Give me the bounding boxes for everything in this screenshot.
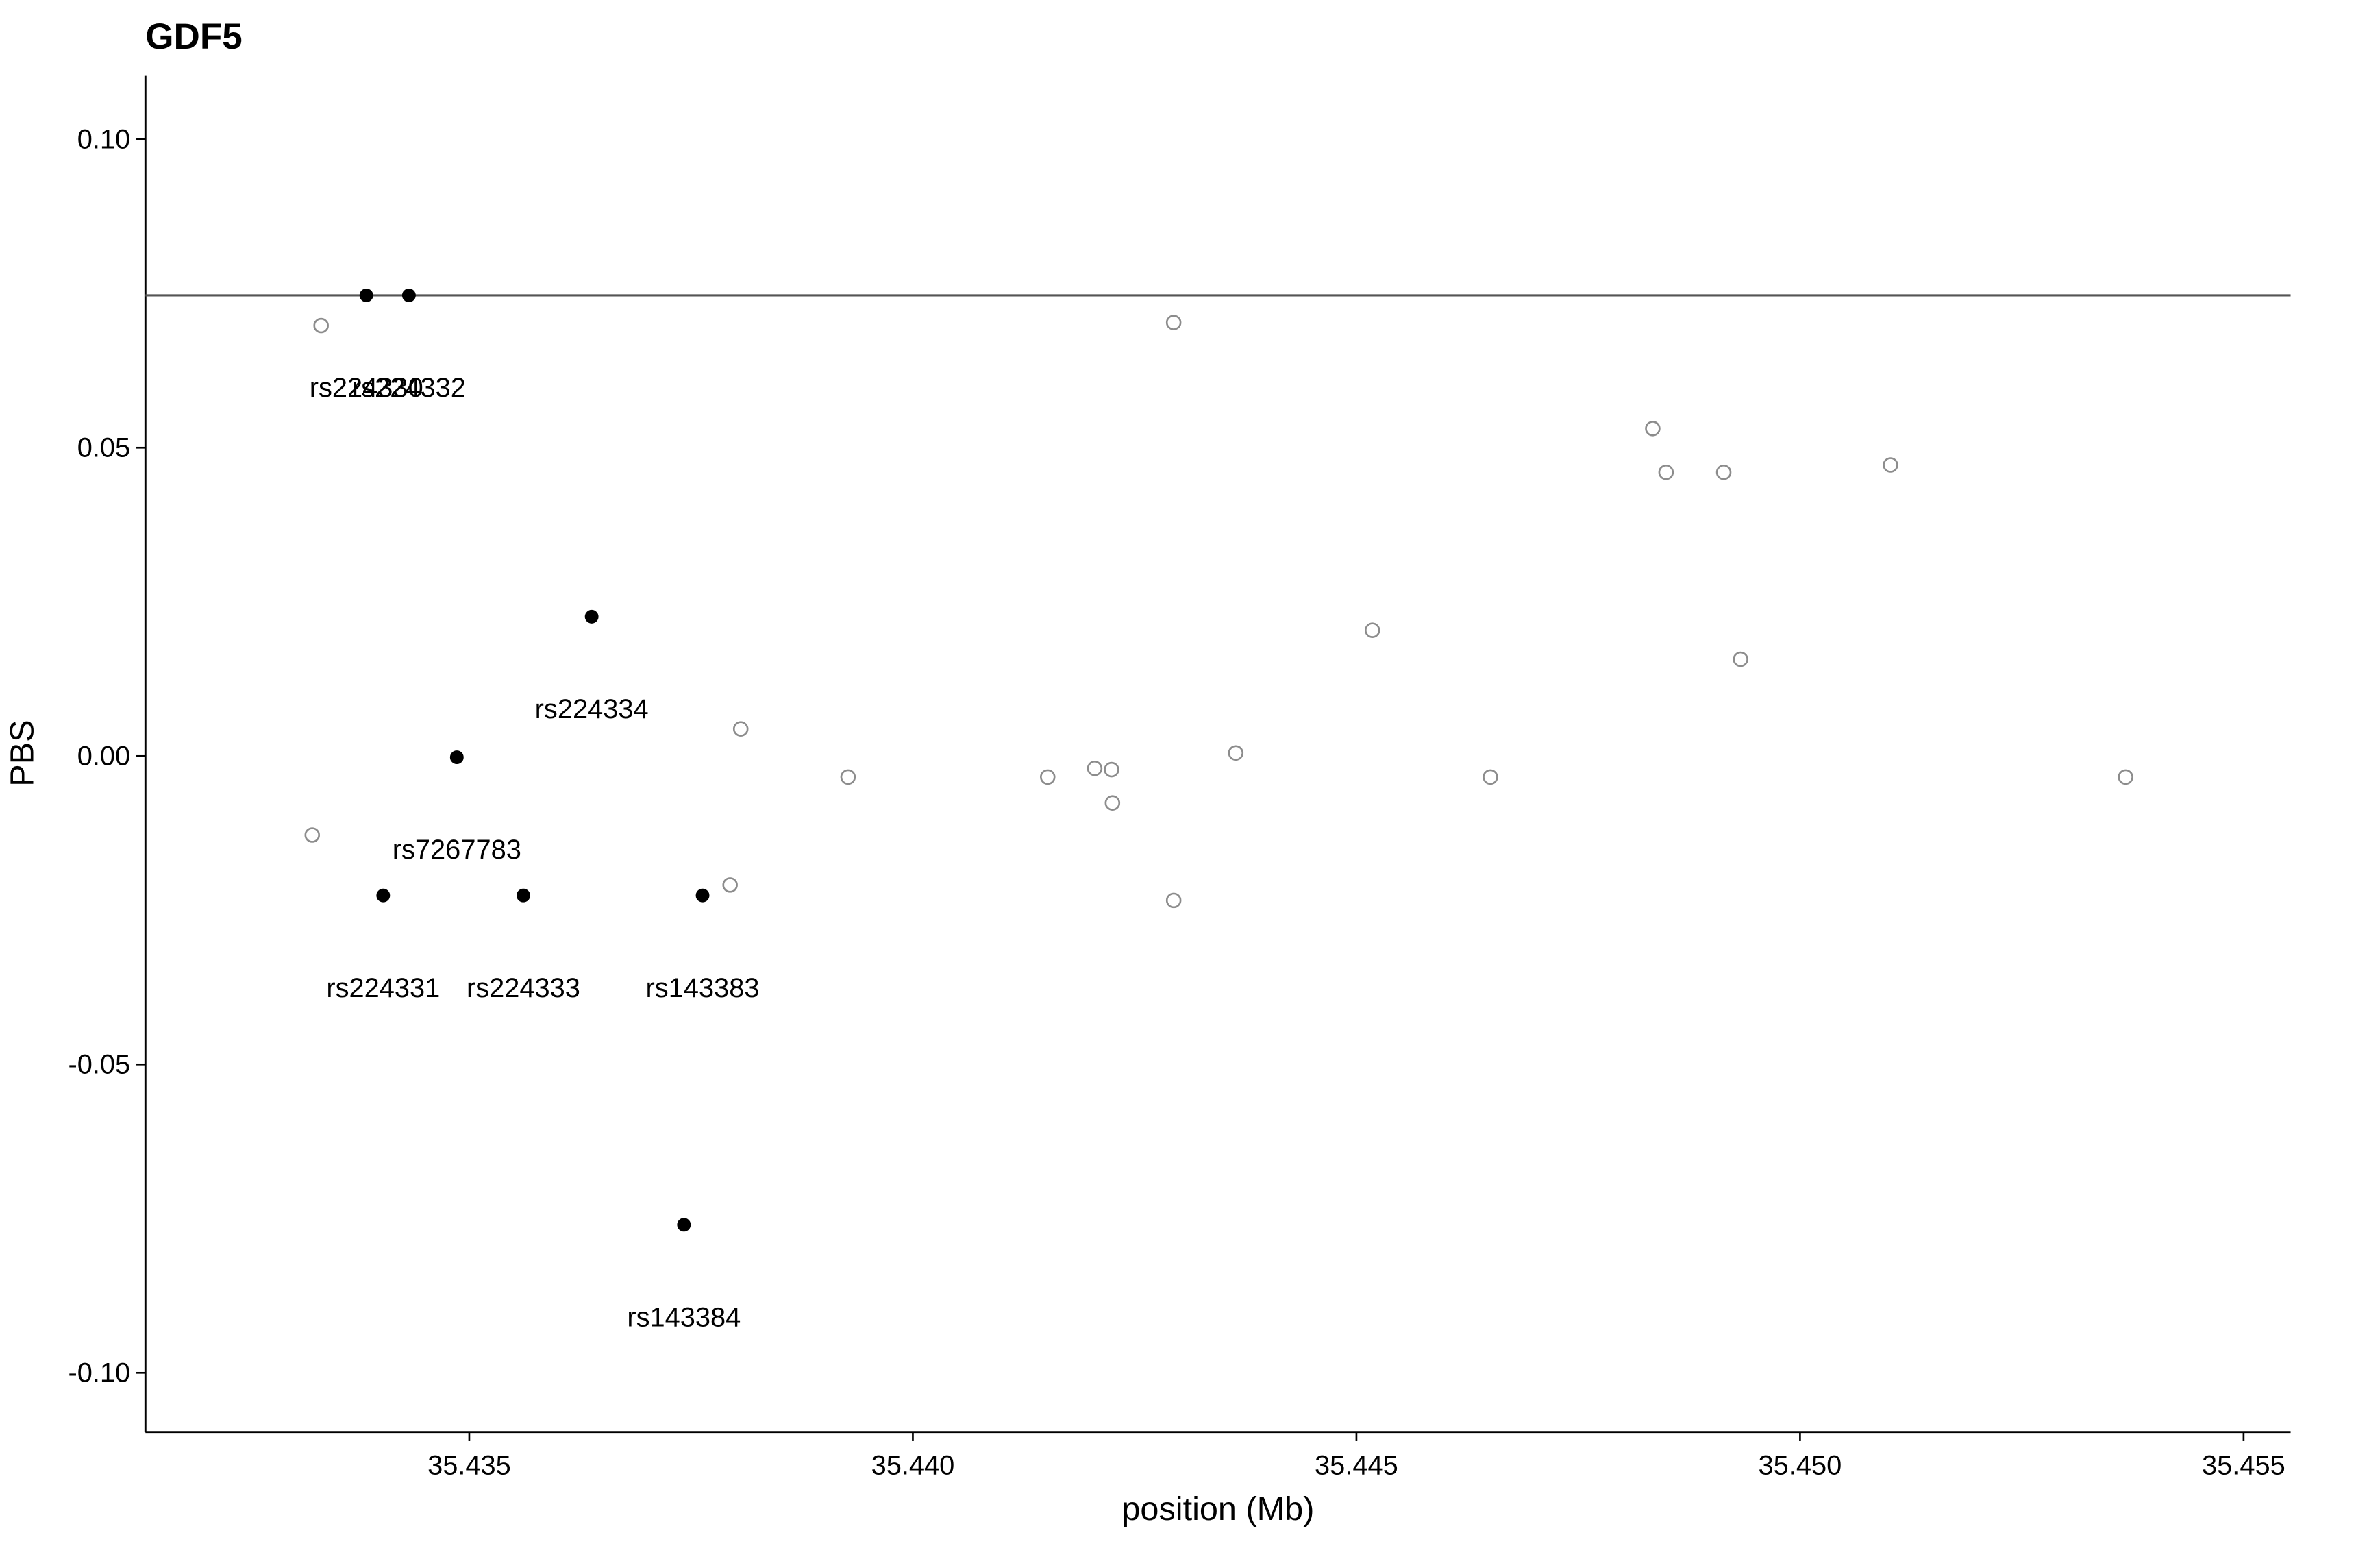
- point: [376, 888, 391, 903]
- point: [677, 1218, 691, 1232]
- point: [1165, 892, 1182, 909]
- point-label: rs143383: [646, 973, 760, 1003]
- y-tick-label: -0.10: [68, 1358, 130, 1388]
- point: [359, 289, 373, 302]
- point-label: rs143384: [627, 1302, 741, 1332]
- point: [304, 827, 321, 843]
- point-label: rs224332: [352, 373, 466, 403]
- x-tick-label: 35.440: [871, 1451, 955, 1481]
- point: [732, 721, 749, 737]
- point: [1087, 761, 1103, 776]
- y-tick-label: 0.05: [77, 433, 130, 463]
- point-label: rs224334: [535, 694, 649, 724]
- y-tick-label: -0.05: [68, 1050, 130, 1080]
- y-tick-label: 0.10: [77, 125, 130, 155]
- point: [449, 750, 464, 765]
- point: [1658, 465, 1674, 480]
- x-tick-label: 35.445: [1315, 1451, 1398, 1481]
- point-label: rs224333: [467, 973, 580, 1003]
- point-label: rs224331: [326, 973, 440, 1003]
- x-axis-label: position (Mb): [1121, 1490, 1314, 1527]
- point: [401, 289, 416, 302]
- point: [1483, 769, 1498, 785]
- y-tick-label: 0.00: [77, 741, 130, 772]
- x-tick-label: 35.435: [427, 1451, 511, 1481]
- point: [1228, 745, 1244, 761]
- point: [1883, 457, 1898, 473]
- point: [1165, 315, 1182, 330]
- y-axis-label: PBS: [4, 720, 41, 786]
- point: [1104, 761, 1119, 778]
- chart-title: GDF5: [145, 16, 243, 57]
- point: [1715, 465, 1732, 480]
- point-label: rs224330: [310, 373, 423, 403]
- point: [1364, 622, 1380, 638]
- point: [313, 317, 329, 334]
- point: [2118, 769, 2133, 785]
- point: [840, 769, 856, 785]
- point: [1039, 769, 1056, 785]
- point: [1733, 651, 1748, 667]
- point-label: rs7267783: [393, 835, 521, 865]
- point: [722, 877, 738, 893]
- point: [1104, 795, 1121, 811]
- x-tick-label: 35.450: [1759, 1451, 1842, 1481]
- point: [584, 609, 599, 624]
- point: [695, 888, 710, 903]
- x-tick-label: 35.455: [2202, 1451, 2285, 1481]
- point: [1645, 421, 1661, 437]
- point: [516, 888, 530, 903]
